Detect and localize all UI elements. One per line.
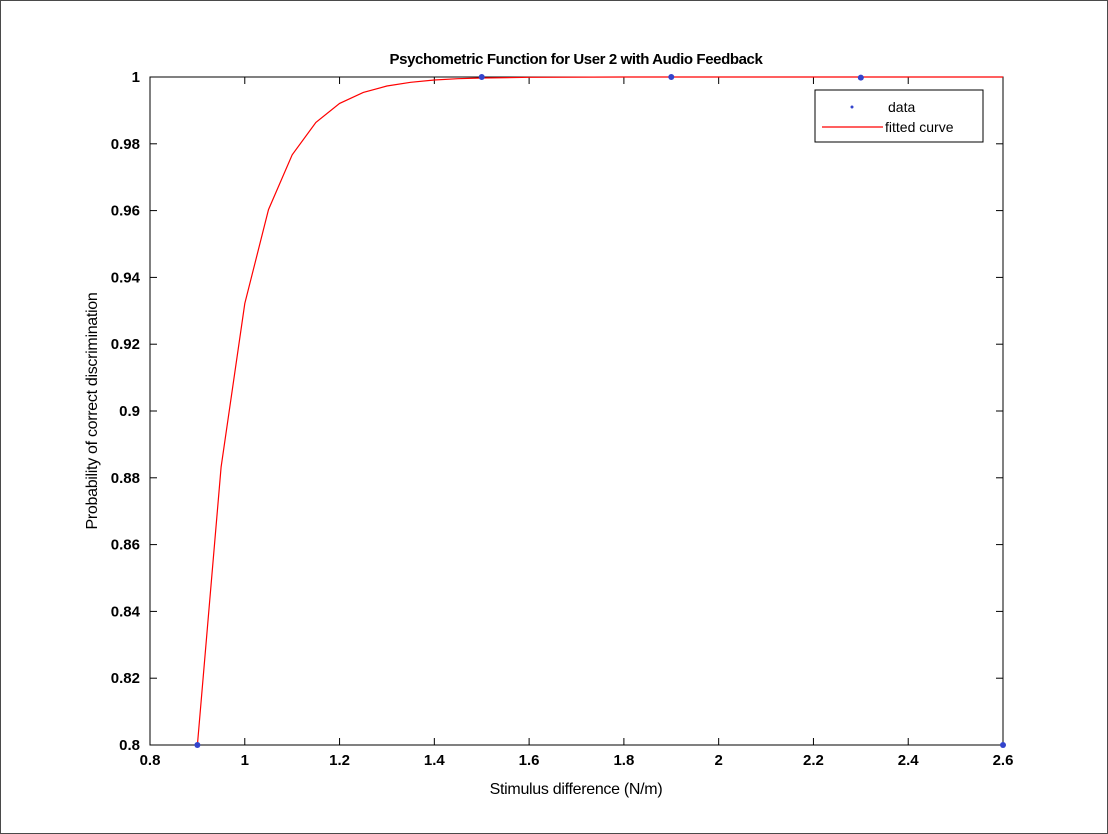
x-tick-label: 2.2 bbox=[803, 752, 824, 769]
y-tick-label: 1 bbox=[132, 69, 140, 86]
y-tick-label: 0.82 bbox=[111, 670, 140, 687]
data-point bbox=[857, 74, 864, 81]
legend-data-label: data bbox=[888, 99, 915, 115]
fitted-curve-layer bbox=[196, 76, 1003, 746]
data-point bbox=[194, 742, 201, 748]
x-tick-label: 0.8 bbox=[140, 752, 161, 769]
x-tick-label: 2 bbox=[714, 752, 722, 769]
y-tick-label: 0.94 bbox=[111, 269, 141, 286]
data-point bbox=[478, 74, 485, 80]
x-axis-label: Stimulus difference (N/m) bbox=[490, 781, 663, 798]
x-tick-label: 2.4 bbox=[898, 752, 920, 769]
y-tick-label: 0.9 bbox=[119, 403, 140, 420]
x-tick-label: 1.4 bbox=[424, 752, 446, 769]
y-tick-label: 0.96 bbox=[111, 203, 140, 220]
y-tick-label: 0.92 bbox=[111, 336, 140, 353]
axis-ticks: 0.8 1 1.2 1.4 1.6 1.8 2 2.2 2.4 2.6 0.8 0.82 0.84 0.8… bbox=[111, 69, 1014, 769]
y-tick-label: 0.88 bbox=[111, 470, 140, 487]
y-tick-label: 0.84 bbox=[111, 603, 141, 620]
data-points-layer bbox=[194, 74, 1006, 748]
x-tick-label: 1.2 bbox=[329, 752, 350, 769]
legend-box bbox=[814, 89, 984, 143]
x-tick-label: 1.6 bbox=[519, 752, 540, 769]
data-point bbox=[668, 74, 675, 80]
x-tick-label: 1.8 bbox=[613, 752, 634, 769]
chart-title: Psychometric Function for User 2 with Au… bbox=[390, 51, 764, 68]
y-axis-label: Probability of correct discrimination bbox=[84, 293, 101, 530]
x-tick-label: 2.6 bbox=[993, 752, 1014, 769]
y-tick-label: 0.86 bbox=[111, 537, 140, 554]
legend-data-marker bbox=[850, 105, 854, 109]
legend: data fitted curve bbox=[814, 89, 984, 143]
legend-curve-label: fitted curve bbox=[885, 119, 954, 135]
x-tick-label: 1 bbox=[241, 752, 249, 769]
data-point bbox=[1000, 742, 1006, 748]
y-tick-label: 0.8 bbox=[119, 737, 140, 754]
plot-area bbox=[149, 76, 1004, 746]
y-tick-label: 0.98 bbox=[111, 136, 140, 153]
fitted-curve-line bbox=[196, 76, 1003, 746]
